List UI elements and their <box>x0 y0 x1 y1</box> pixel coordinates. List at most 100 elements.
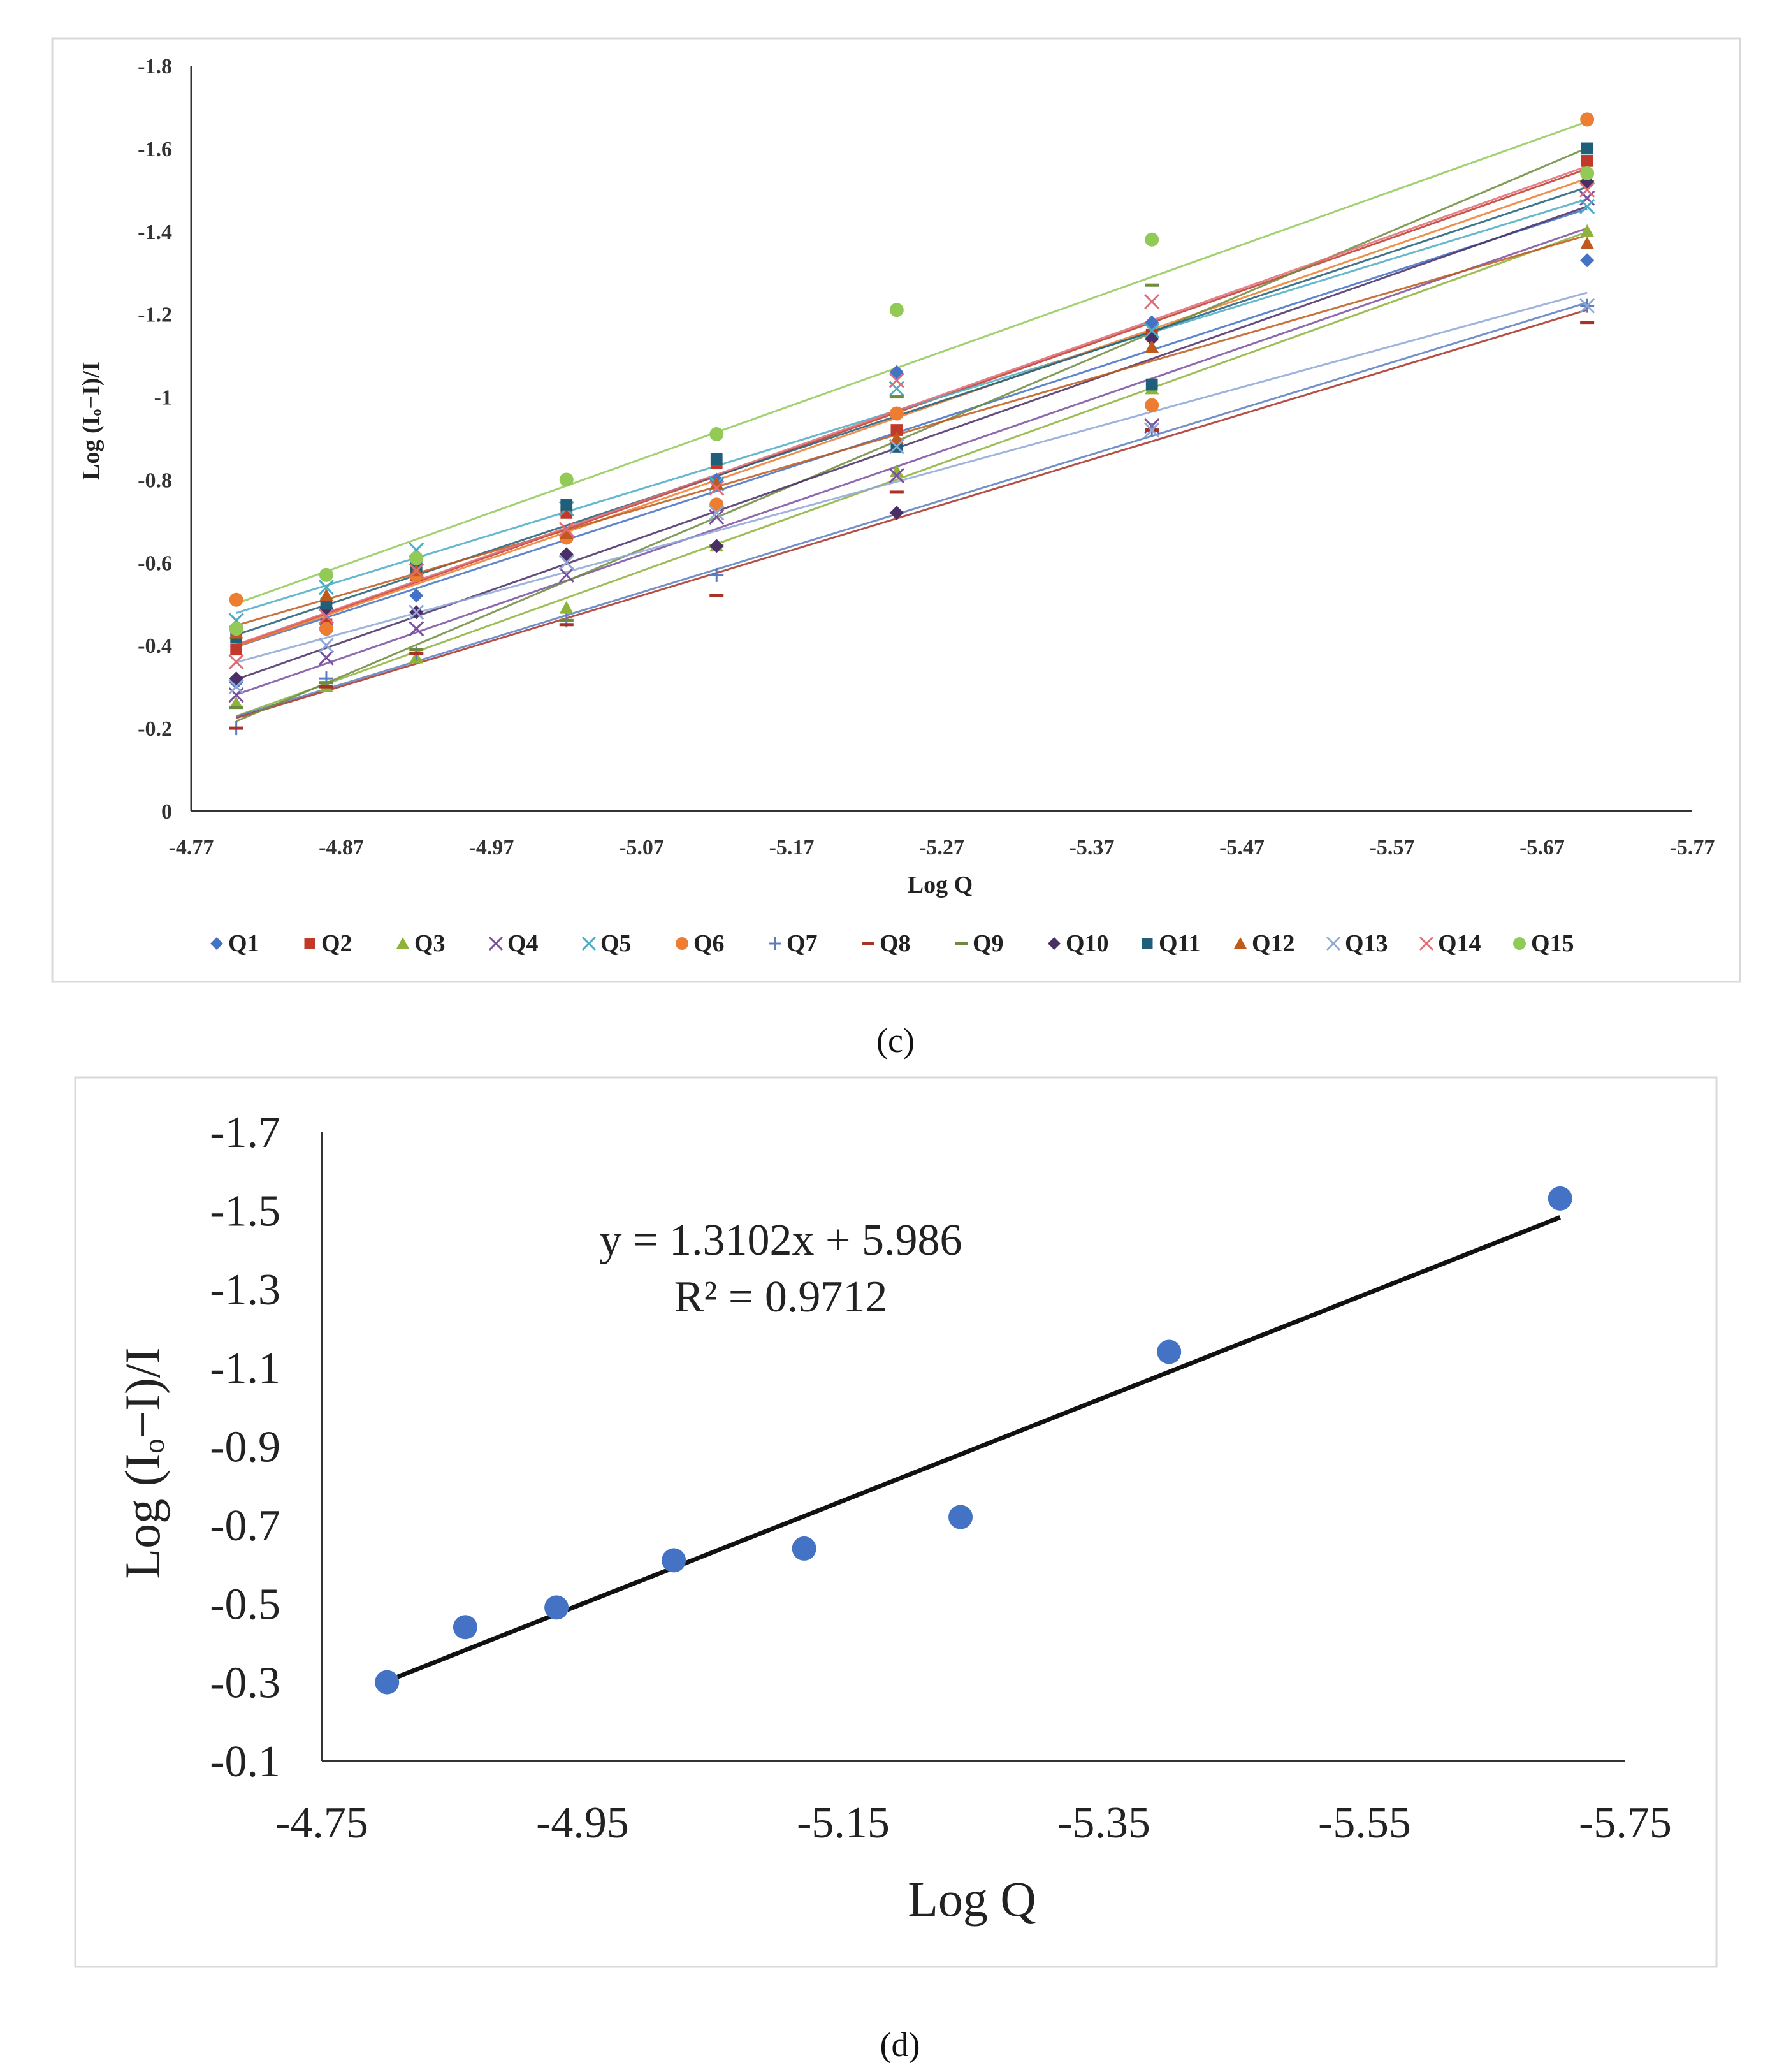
chart-c-legend: Q1 Q2 Q3 Q4 Q5 Q6 Q7 Q8 Q9 Q10 Q11 Q12 Q13 Q14 Q15 <box>210 930 1574 957</box>
chart-c-point-q11 <box>1581 142 1593 155</box>
chart-c-y-tick-label: -1.4 <box>138 221 172 244</box>
chart-c-point-q13 <box>409 604 424 620</box>
chart-c-y-tick-label: -0.2 <box>138 717 172 741</box>
chart-d-x-tick-label: -5.15 <box>797 1798 890 1848</box>
chart-c-x-tick-label: -5.47 <box>1219 836 1265 859</box>
chart-c-point-q6 <box>889 406 904 421</box>
chart-c-point-q6 <box>229 592 243 607</box>
chart-c-trendline-q13 <box>236 291 1588 664</box>
chart-c-point-q5 <box>318 580 335 595</box>
chart-c-point-q13 <box>228 679 244 695</box>
chart-c-x-tick-label: -5.07 <box>619 836 664 859</box>
chart-c-point-q14 <box>709 480 725 496</box>
chart-c-legend-label: Q3 <box>414 930 446 957</box>
chart-c-point-q10 <box>1145 332 1159 346</box>
chart-d-y-tick-label: -0.5 <box>210 1580 280 1629</box>
chart-c-point-q4 <box>709 509 725 525</box>
chart-c-trendlines <box>236 120 1588 722</box>
chart-d-x-tick-label: -4.95 <box>536 1798 629 1848</box>
chart-c-trendline-q15 <box>236 120 1588 605</box>
chart-c-point-q4 <box>558 567 574 583</box>
chart-d-x-tick-label: -5.35 <box>1057 1798 1150 1848</box>
chart-d-y-tick-label: -1.5 <box>210 1186 280 1236</box>
chart-c-point-q8 <box>559 623 574 627</box>
chart-c-point-q12 <box>319 588 333 602</box>
chart-c-point-q4 <box>409 621 424 637</box>
chart-d-axes-group <box>321 1132 1625 1762</box>
chart-c-y-tick-label: -1.8 <box>138 55 172 78</box>
chart-c-x-tick-label: -5.77 <box>1670 836 1715 859</box>
chart-c-point-q10 <box>889 506 904 520</box>
chart-c-point-q9 <box>1145 283 1159 287</box>
chart-c-legend-label: Q11 <box>1159 930 1200 957</box>
chart-c-point-q15 <box>559 472 574 487</box>
chart-c-point-q15 <box>709 427 724 442</box>
chart-c-point-q14 <box>558 522 574 537</box>
chart-c-point-q6 <box>1145 398 1159 412</box>
chart-d-point <box>948 1505 973 1529</box>
chart-c-point-q8 <box>709 594 724 597</box>
chart-d-y-tick-label: -0.3 <box>210 1659 280 1708</box>
chart-c-legend-marker <box>581 936 597 951</box>
chart-c-legend-label: Q2 <box>321 930 352 957</box>
chart-c-legend-label: Q4 <box>507 930 539 957</box>
chart-c-y-tick-label: 0 <box>161 800 172 824</box>
chart-c-point-q3 <box>1580 224 1595 237</box>
chart-c-point-q1 <box>1145 315 1159 330</box>
chart-c-legend-marker <box>955 942 968 945</box>
chart-c-legend-marker <box>1234 937 1247 949</box>
caption-c: (c) <box>876 1021 915 1060</box>
chart-c-trendline-q2 <box>236 168 1588 647</box>
chart-c-point-q4 <box>318 650 335 666</box>
chart-d-x-tick-label: -4.75 <box>275 1798 368 1848</box>
chart-c-legend-marker <box>862 942 874 945</box>
chart-c-point-q12 <box>1580 237 1595 250</box>
chart-c-legend-label: Q7 <box>787 930 818 957</box>
chart-c-x-tick-label: -5.27 <box>919 836 964 859</box>
chart-c-x-tick-label: -5.17 <box>769 836 815 859</box>
chart-c-point-q12 <box>889 431 904 444</box>
chart-d-point <box>1157 1339 1182 1364</box>
chart-c-point-q12 <box>709 476 724 490</box>
chart-c-point-q12 <box>1145 340 1159 353</box>
chart-c-legend-label: Q14 <box>1438 930 1481 957</box>
chart-c-point-q8 <box>229 726 243 730</box>
caption-d: (d) <box>880 2025 920 2064</box>
chart-c-point-q15 <box>1580 166 1595 180</box>
chart-c-point-q8 <box>889 490 904 494</box>
chart-c-point-q1 <box>409 588 424 603</box>
chart-c-point-q14 <box>1579 182 1595 198</box>
chart-c-y-tick-label: -0.4 <box>138 634 172 658</box>
chart-c-point-q13 <box>558 555 574 571</box>
chart-c-legend-marker <box>676 937 688 950</box>
chart-c-legend-label: Q15 <box>1531 930 1574 957</box>
chart-c-legend-marker <box>1142 938 1153 949</box>
chart-c-point-q6 <box>319 622 333 636</box>
chart-c-trendline-q7 <box>236 302 1588 718</box>
chart-d-point <box>453 1615 477 1640</box>
chart-c-legend-label: Q6 <box>693 930 725 957</box>
chart-c-point-q5 <box>1144 323 1160 339</box>
chart-d-equation: y = 1.3102x + 5.986 <box>600 1216 962 1265</box>
chart-d-point <box>1548 1186 1572 1211</box>
chart-c-markers <box>228 112 1595 736</box>
chart-d-x-tick-label: -5.75 <box>1579 1798 1672 1848</box>
chart-c-legend-label: Q5 <box>600 930 632 957</box>
chart-c-point-q15 <box>409 551 424 565</box>
chart-d-y-tick-label: -1.7 <box>210 1108 280 1157</box>
chart-c-legend-marker <box>1326 936 1341 951</box>
chart-c-point-q8 <box>1580 321 1595 325</box>
chart-c-legend-marker <box>1513 937 1526 950</box>
chart-c-point-q8 <box>319 685 333 689</box>
chart-c-point-q13 <box>709 505 725 521</box>
chart-c-x-axis-label: Log Q <box>908 872 973 898</box>
chart-c-point-q6 <box>709 497 724 512</box>
chart-c-legend-marker <box>1048 937 1061 950</box>
chart-c-legend-marker <box>210 937 223 950</box>
chart-c-point-q15 <box>1145 232 1159 247</box>
chart-d-y-tick-label: -1.1 <box>210 1344 280 1393</box>
chart-c-y-axis-label: Log (Iₒ−I)/I <box>78 361 105 480</box>
chart-c-point-q11 <box>710 453 723 465</box>
chart-c-y-tick-label: -1.6 <box>138 138 172 161</box>
